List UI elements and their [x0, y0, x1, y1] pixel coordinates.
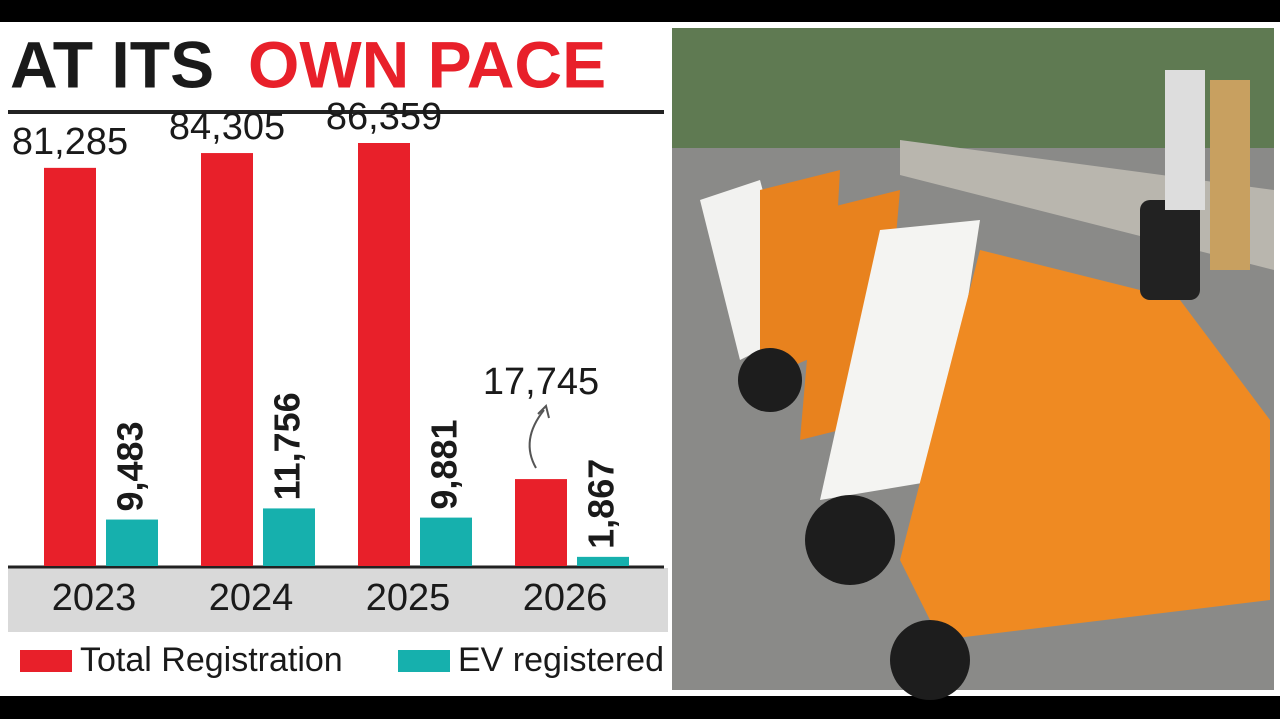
category-band [8, 568, 668, 632]
legend-label: Total Registration [80, 641, 343, 679]
annotation-arrow-head [537, 404, 550, 419]
x-tick-label: 2023 [52, 577, 137, 619]
bar [420, 517, 472, 566]
value-label: 84,305 [169, 106, 285, 148]
value-label: 11,756 [267, 392, 308, 500]
photo [672, 28, 1274, 700]
value-label: 17,745 [483, 361, 599, 403]
value-label: 86,359 [326, 96, 442, 138]
bar [515, 479, 567, 566]
legend-swatch [398, 650, 450, 672]
bar [358, 143, 410, 566]
bar [106, 519, 158, 566]
chart-title-emphasis: OWN PACE [248, 27, 606, 101]
legend-swatch [20, 650, 72, 672]
value-label: 9,881 [424, 420, 465, 510]
bar [44, 167, 96, 566]
bar [263, 508, 315, 566]
bar [201, 153, 253, 566]
x-tick-label: 2024 [209, 577, 294, 619]
value-label: 1,867 [581, 459, 622, 549]
annotation-arrow [528, 409, 545, 469]
chart-title: AT ITS [10, 27, 214, 101]
x-tick-label: 2026 [523, 577, 608, 619]
legend-label: EV registered [458, 641, 664, 679]
bar [577, 556, 629, 566]
x-tick-label: 2025 [366, 577, 451, 619]
value-label: 9,483 [110, 421, 151, 511]
value-label: 81,285 [12, 121, 128, 163]
